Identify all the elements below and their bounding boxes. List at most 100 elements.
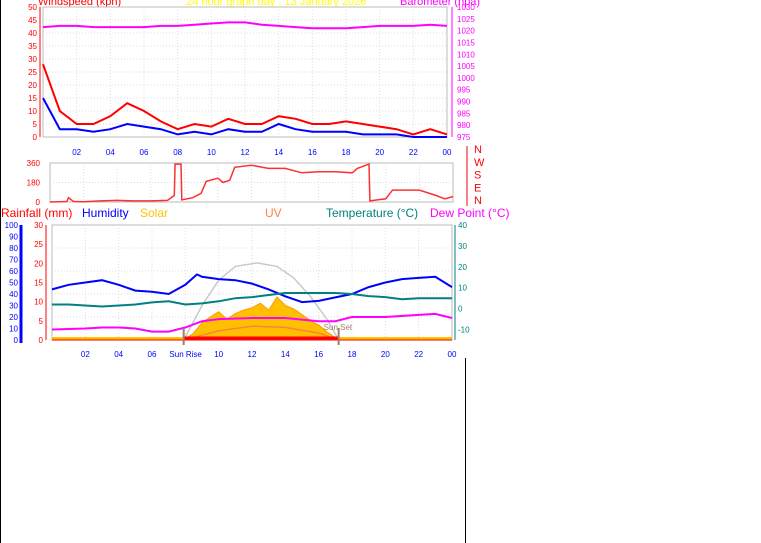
humidity-tick-label: 90	[9, 233, 18, 242]
x-tick-label: 00	[443, 148, 452, 157]
temperature-tick-label: -10	[458, 326, 470, 335]
windspeed-tick-label: 50	[28, 3, 37, 12]
temperature-tick-label: 0	[458, 305, 463, 314]
rainfall-tick-label: 10	[34, 298, 43, 307]
humidity-tick-label: 40	[9, 290, 18, 299]
x-tick-label: 08	[173, 148, 182, 157]
compass-label: E	[474, 182, 481, 194]
uv-label: UV	[265, 206, 282, 220]
x-tick-label: 22	[414, 350, 423, 359]
rainfall-tick-label: 5	[39, 317, 44, 326]
barometer-tick-label: 1025	[457, 15, 475, 24]
x-tick-label: 16	[308, 148, 317, 157]
sunrise-label: Sun Rise	[169, 350, 202, 359]
x-tick-label: 18	[342, 148, 351, 157]
windspeed-tick-label: 35	[28, 42, 37, 51]
temperature-tick-label: 20	[458, 263, 467, 272]
x-tick-label: 12	[248, 350, 257, 359]
humidity-tick-label: 60	[9, 267, 18, 276]
x-tick-label: 02	[72, 148, 81, 157]
compass-label: N	[474, 195, 482, 207]
barometer-axis-title: Barometer (hpa)	[400, 0, 481, 8]
barometer-tick-label: 1000	[457, 74, 475, 83]
humidity-tick-label: 100	[5, 221, 19, 230]
humidity-line	[51, 273, 453, 304]
barometer-tick-label: 990	[457, 98, 471, 107]
compass-label: S	[474, 170, 481, 182]
x-tick-label: 10	[207, 148, 216, 157]
x-tick-label: 14	[274, 148, 283, 157]
x-tick-label: 02	[81, 350, 90, 359]
gust-line	[42, 63, 448, 136]
humidity-tick-label: 0	[14, 336, 19, 345]
rainfall-tick-label: 30	[34, 221, 43, 230]
x-tick-label: 00	[448, 350, 457, 359]
barometer-tick-label: 1015	[457, 38, 475, 47]
rainfall-tick-label: 20	[34, 259, 43, 268]
windspeed-tick-label: 5	[33, 120, 38, 129]
barometer-tick-label: 975	[457, 133, 471, 142]
compass-label: W	[474, 157, 485, 169]
temperature-line	[52, 292, 452, 308]
windspeed-tick-label: 30	[28, 55, 37, 64]
barometer-tick-label: 1010	[457, 50, 475, 59]
temperature-tick-label: 40	[458, 221, 467, 230]
x-tick-label: 20	[375, 148, 384, 157]
humidity-tick-label: 70	[9, 256, 18, 265]
average-line	[42, 97, 447, 138]
humidity-tick-label: 80	[9, 244, 18, 253]
windspeed-tick-label: 20	[28, 81, 37, 90]
direction-tick-label: 180	[27, 179, 41, 188]
humidity-tick-label: 10	[9, 325, 18, 334]
x-tick-label: 20	[381, 350, 390, 359]
humidity-label: Humidity	[82, 206, 129, 220]
solar-label: Solar	[140, 206, 169, 220]
windspeed-tick-label: 40	[28, 29, 37, 38]
x-tick-label: 04	[114, 350, 123, 359]
dewpoint-label: Dew Point (°C)	[430, 206, 510, 220]
temperature-label: Temperature (°C)	[326, 206, 419, 220]
rainfall-label: Rainfall (mm)	[1, 206, 73, 220]
chart-title: 24 hour graph day : 13 January 2026	[186, 0, 367, 8]
barometer-tick-label: 1005	[457, 62, 475, 71]
uv-line	[183, 325, 339, 341]
rainfall-tick-label: 15	[34, 279, 43, 288]
humidity-tick-label: 50	[9, 279, 18, 288]
dewpoint-line	[51, 312, 453, 333]
x-tick-label: 06	[148, 350, 157, 359]
barometer-tick-label: 980	[457, 121, 471, 130]
x-tick-label: 18	[348, 350, 357, 359]
x-tick-label: 16	[314, 350, 323, 359]
temperature-tick-label: 10	[458, 284, 467, 293]
x-tick-label: 22	[409, 148, 418, 157]
barometer-tick-label: 985	[457, 109, 471, 118]
x-tick-label: 04	[106, 148, 115, 157]
sunset-label: Sun Set	[324, 323, 353, 332]
windspeed-tick-label: 45	[28, 16, 37, 25]
x-tick-label: 10	[214, 350, 223, 359]
barometer-tick-label: 1020	[457, 27, 475, 36]
left-border	[0, 0, 1, 543]
direction-tick-label: 0	[36, 198, 41, 207]
windspeed-axis-title: Windspeed (kph)	[38, 0, 122, 8]
barometer-line	[42, 21, 448, 30]
rainfall-tick-label: 0	[39, 336, 44, 345]
windspeed-tick-label: 10	[28, 107, 37, 116]
right-divider	[465, 358, 466, 543]
windspeed-tick-label: 25	[28, 68, 37, 77]
barometer-tick-label: 1030	[457, 3, 475, 12]
x-tick-label: 06	[140, 148, 149, 157]
x-tick-label: 14	[281, 350, 290, 359]
windspeed-tick-label: 15	[28, 94, 37, 103]
wind-direction-line	[49, 163, 454, 203]
rainfall-tick-label: 25	[34, 240, 43, 249]
x-tick-label: 12	[241, 148, 250, 157]
compass-label: N	[474, 144, 482, 156]
direction-tick-label: 360	[27, 159, 41, 168]
humidity-tick-label: 20	[9, 313, 18, 322]
windspeed-tick-label: 0	[33, 133, 38, 142]
solar-max-curve	[183, 262, 340, 341]
barometer-tick-label: 995	[457, 86, 471, 95]
humidity-tick-label: 30	[9, 302, 18, 311]
